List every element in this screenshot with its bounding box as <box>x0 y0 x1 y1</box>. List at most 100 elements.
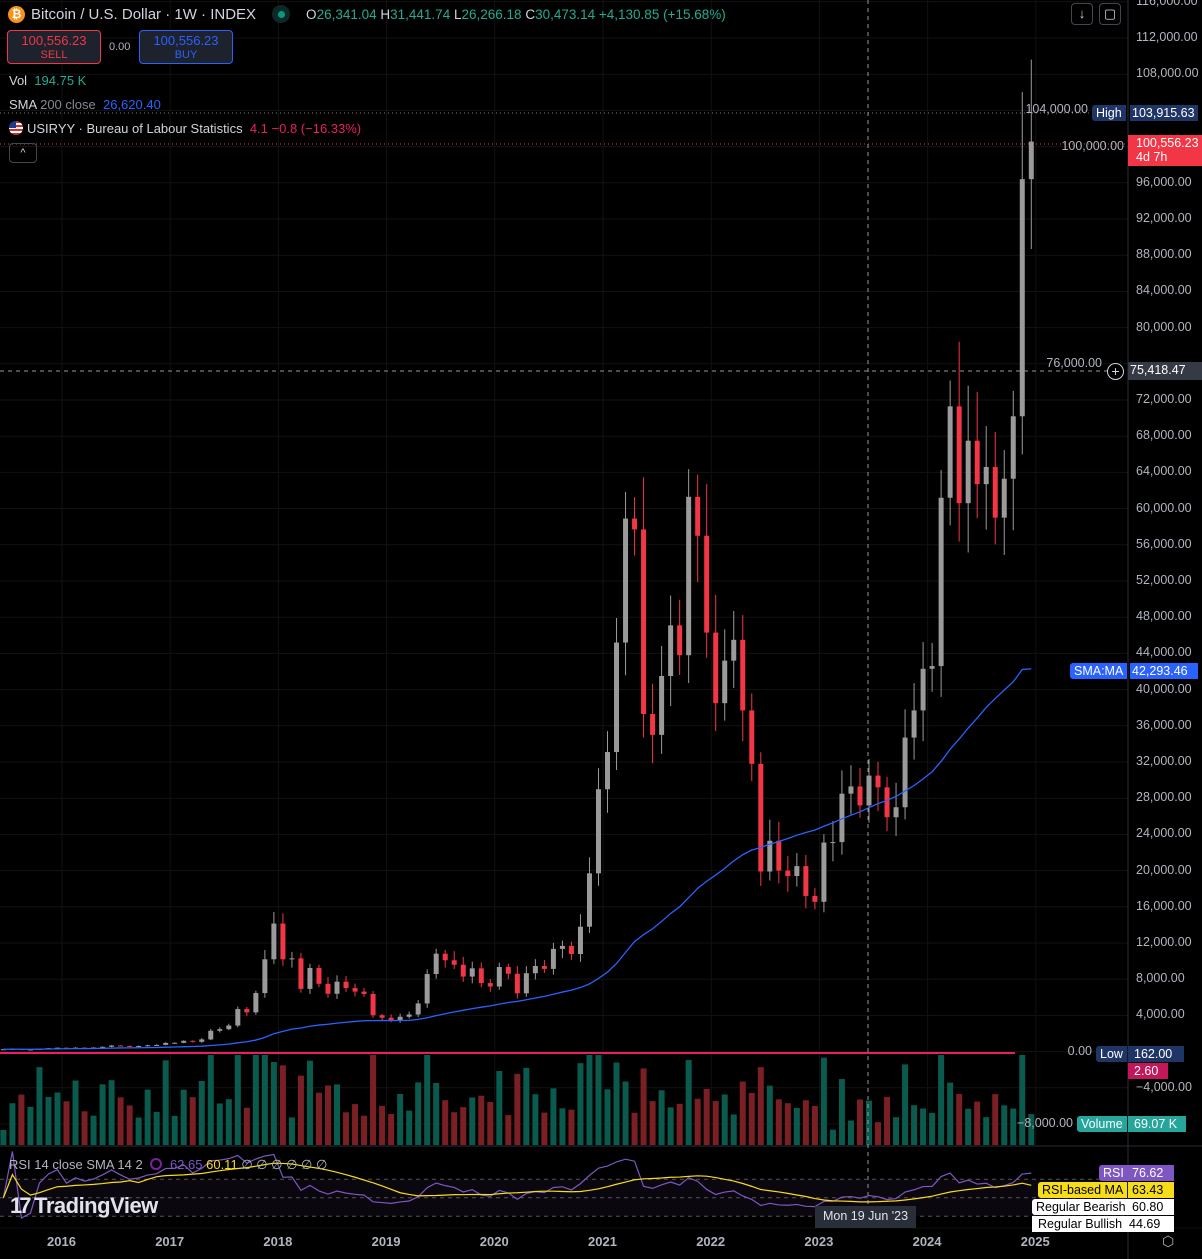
candle-body <box>605 752 611 790</box>
candle-body <box>614 642 620 753</box>
fullscreen-button[interactable]: ▢ <box>1099 3 1121 25</box>
candle-body <box>659 676 665 735</box>
scroll-to-latest-button[interactable]: ↓ <box>1071 3 1093 25</box>
price-axis-label: 80,000.00 <box>1136 319 1192 334</box>
candle-body <box>514 973 520 994</box>
time-axis-label: 2019 <box>371 1234 401 1249</box>
candle-body <box>595 789 601 874</box>
candle-body <box>352 988 358 992</box>
candle-body <box>902 737 908 808</box>
price-axis-label: 36,000.00 <box>1136 717 1192 732</box>
rsi-legend[interactable]: RSI 14 close SMA 14 2 62.65 60.11 ∅ ∅ ∅ … <box>9 1157 328 1172</box>
candle-body <box>127 1045 133 1047</box>
candle-body <box>686 496 692 656</box>
price-axis-label: 40,000.00 <box>1136 681 1192 696</box>
candle-body <box>893 807 899 818</box>
collapse-legend-button[interactable]: ^ <box>9 143 37 163</box>
volume-bar <box>604 1089 611 1145</box>
sma-legend[interactable]: SMA 200 close 26,620.40 <box>9 97 161 112</box>
price-axis-label: 112,000.00 <box>1136 30 1198 44</box>
candle-body <box>469 968 475 977</box>
chevron-up-icon: ^ <box>20 147 26 159</box>
sell-button[interactable]: 100,556.23 SELL <box>7 30 101 64</box>
volume-bar <box>189 1097 196 1145</box>
tradingview-logo[interactable]: 17 TradingView <box>10 1193 158 1218</box>
price-axis-label: 76,000.00 <box>1046 355 1102 370</box>
volume-bar <box>487 1101 494 1145</box>
add-alert-icon[interactable]: + <box>1107 363 1124 380</box>
price-axis-label: 84,000.00 <box>1136 283 1192 298</box>
volume-bar <box>694 1098 701 1145</box>
price-axis-label: 60,000.00 <box>1136 500 1192 515</box>
candle-body <box>415 1003 421 1015</box>
rsi-ma-line <box>2 1162 1032 1203</box>
volume-bar <box>865 1100 872 1145</box>
volume-bar <box>36 1067 43 1145</box>
price-axis-label: 8,000.00 <box>1136 971 1185 986</box>
volume-bar <box>18 1094 25 1145</box>
candle-body <box>776 840 782 871</box>
candle-body <box>830 842 836 844</box>
price-axis-label: 88,000.00 <box>1136 247 1192 262</box>
candle-body <box>424 974 430 1004</box>
candle-body <box>307 967 313 989</box>
price-axis-label: 64,000.00 <box>1136 464 1192 479</box>
volume-bar <box>820 1057 827 1145</box>
volume-bar <box>613 1062 620 1145</box>
volume-bar <box>775 1099 782 1145</box>
candle-body <box>343 981 349 989</box>
candle-body <box>650 714 656 735</box>
volume-bar <box>415 1082 422 1145</box>
volume-bar <box>1019 1055 1026 1145</box>
regular-bearish-value: 60.80 <box>1128 1199 1174 1215</box>
candle-body <box>235 1009 241 1026</box>
candle-body <box>632 518 638 530</box>
volume-bar <box>361 1115 368 1145</box>
tradingview-logo-icon: 17 <box>10 1193 32 1218</box>
usiryy-legend[interactable]: USIRYY · Bureau of Labour Statistics 4.1… <box>9 121 361 136</box>
volume-bar <box>162 1060 169 1145</box>
candle-body <box>875 775 881 788</box>
high-label: High <box>1092 105 1126 121</box>
price-axis-label: 44,000.00 <box>1136 645 1192 660</box>
bitcoin-icon: ₿ <box>8 5 25 23</box>
volume-bar <box>270 1062 277 1145</box>
volume-bar <box>559 1108 566 1145</box>
volume-bar <box>974 1101 981 1145</box>
volume-bar <box>884 1096 891 1145</box>
candle-body <box>641 529 647 715</box>
volume-bar <box>72 1080 79 1145</box>
time-axis-label: 2021 <box>588 1234 617 1249</box>
volume-label: Volume <box>1077 1116 1127 1132</box>
candle-body <box>803 866 809 896</box>
candle-body <box>758 763 764 872</box>
settings-icon[interactable]: ⬡ <box>1162 1233 1175 1249</box>
candle-body <box>767 840 773 872</box>
candle-body <box>947 406 953 498</box>
rsi-ma-value-tag: 63.43 <box>1128 1182 1174 1198</box>
volume-bar <box>992 1094 999 1145</box>
volume-bar <box>712 1101 719 1145</box>
volume-bar <box>920 1108 927 1145</box>
loading-icon <box>150 1158 163 1170</box>
volume-bar <box>902 1064 909 1145</box>
volume-bar <box>216 1103 223 1145</box>
volume-bar <box>739 1081 746 1145</box>
volume-bar <box>658 1090 665 1145</box>
candle-body <box>749 710 755 764</box>
candle-body <box>451 960 457 965</box>
volume-legend[interactable]: Vol 194.75 K <box>9 73 87 88</box>
candle-body <box>1010 416 1016 479</box>
volume-bar <box>117 1097 124 1145</box>
buy-button[interactable]: 100,556.23 BUY <box>139 30 233 64</box>
candle-body <box>668 625 674 677</box>
volume-bar <box>306 1060 313 1145</box>
candle-body <box>397 1016 403 1021</box>
volume-bar <box>388 1114 395 1145</box>
volume-bar <box>334 1084 341 1145</box>
symbol-title[interactable]: Bitcoin / U.S. Dollar · 1W · INDEX <box>31 5 257 23</box>
candle-body <box>217 1029 223 1031</box>
spread-value: 0.00 <box>109 41 131 53</box>
volume-bar <box>829 1129 836 1145</box>
